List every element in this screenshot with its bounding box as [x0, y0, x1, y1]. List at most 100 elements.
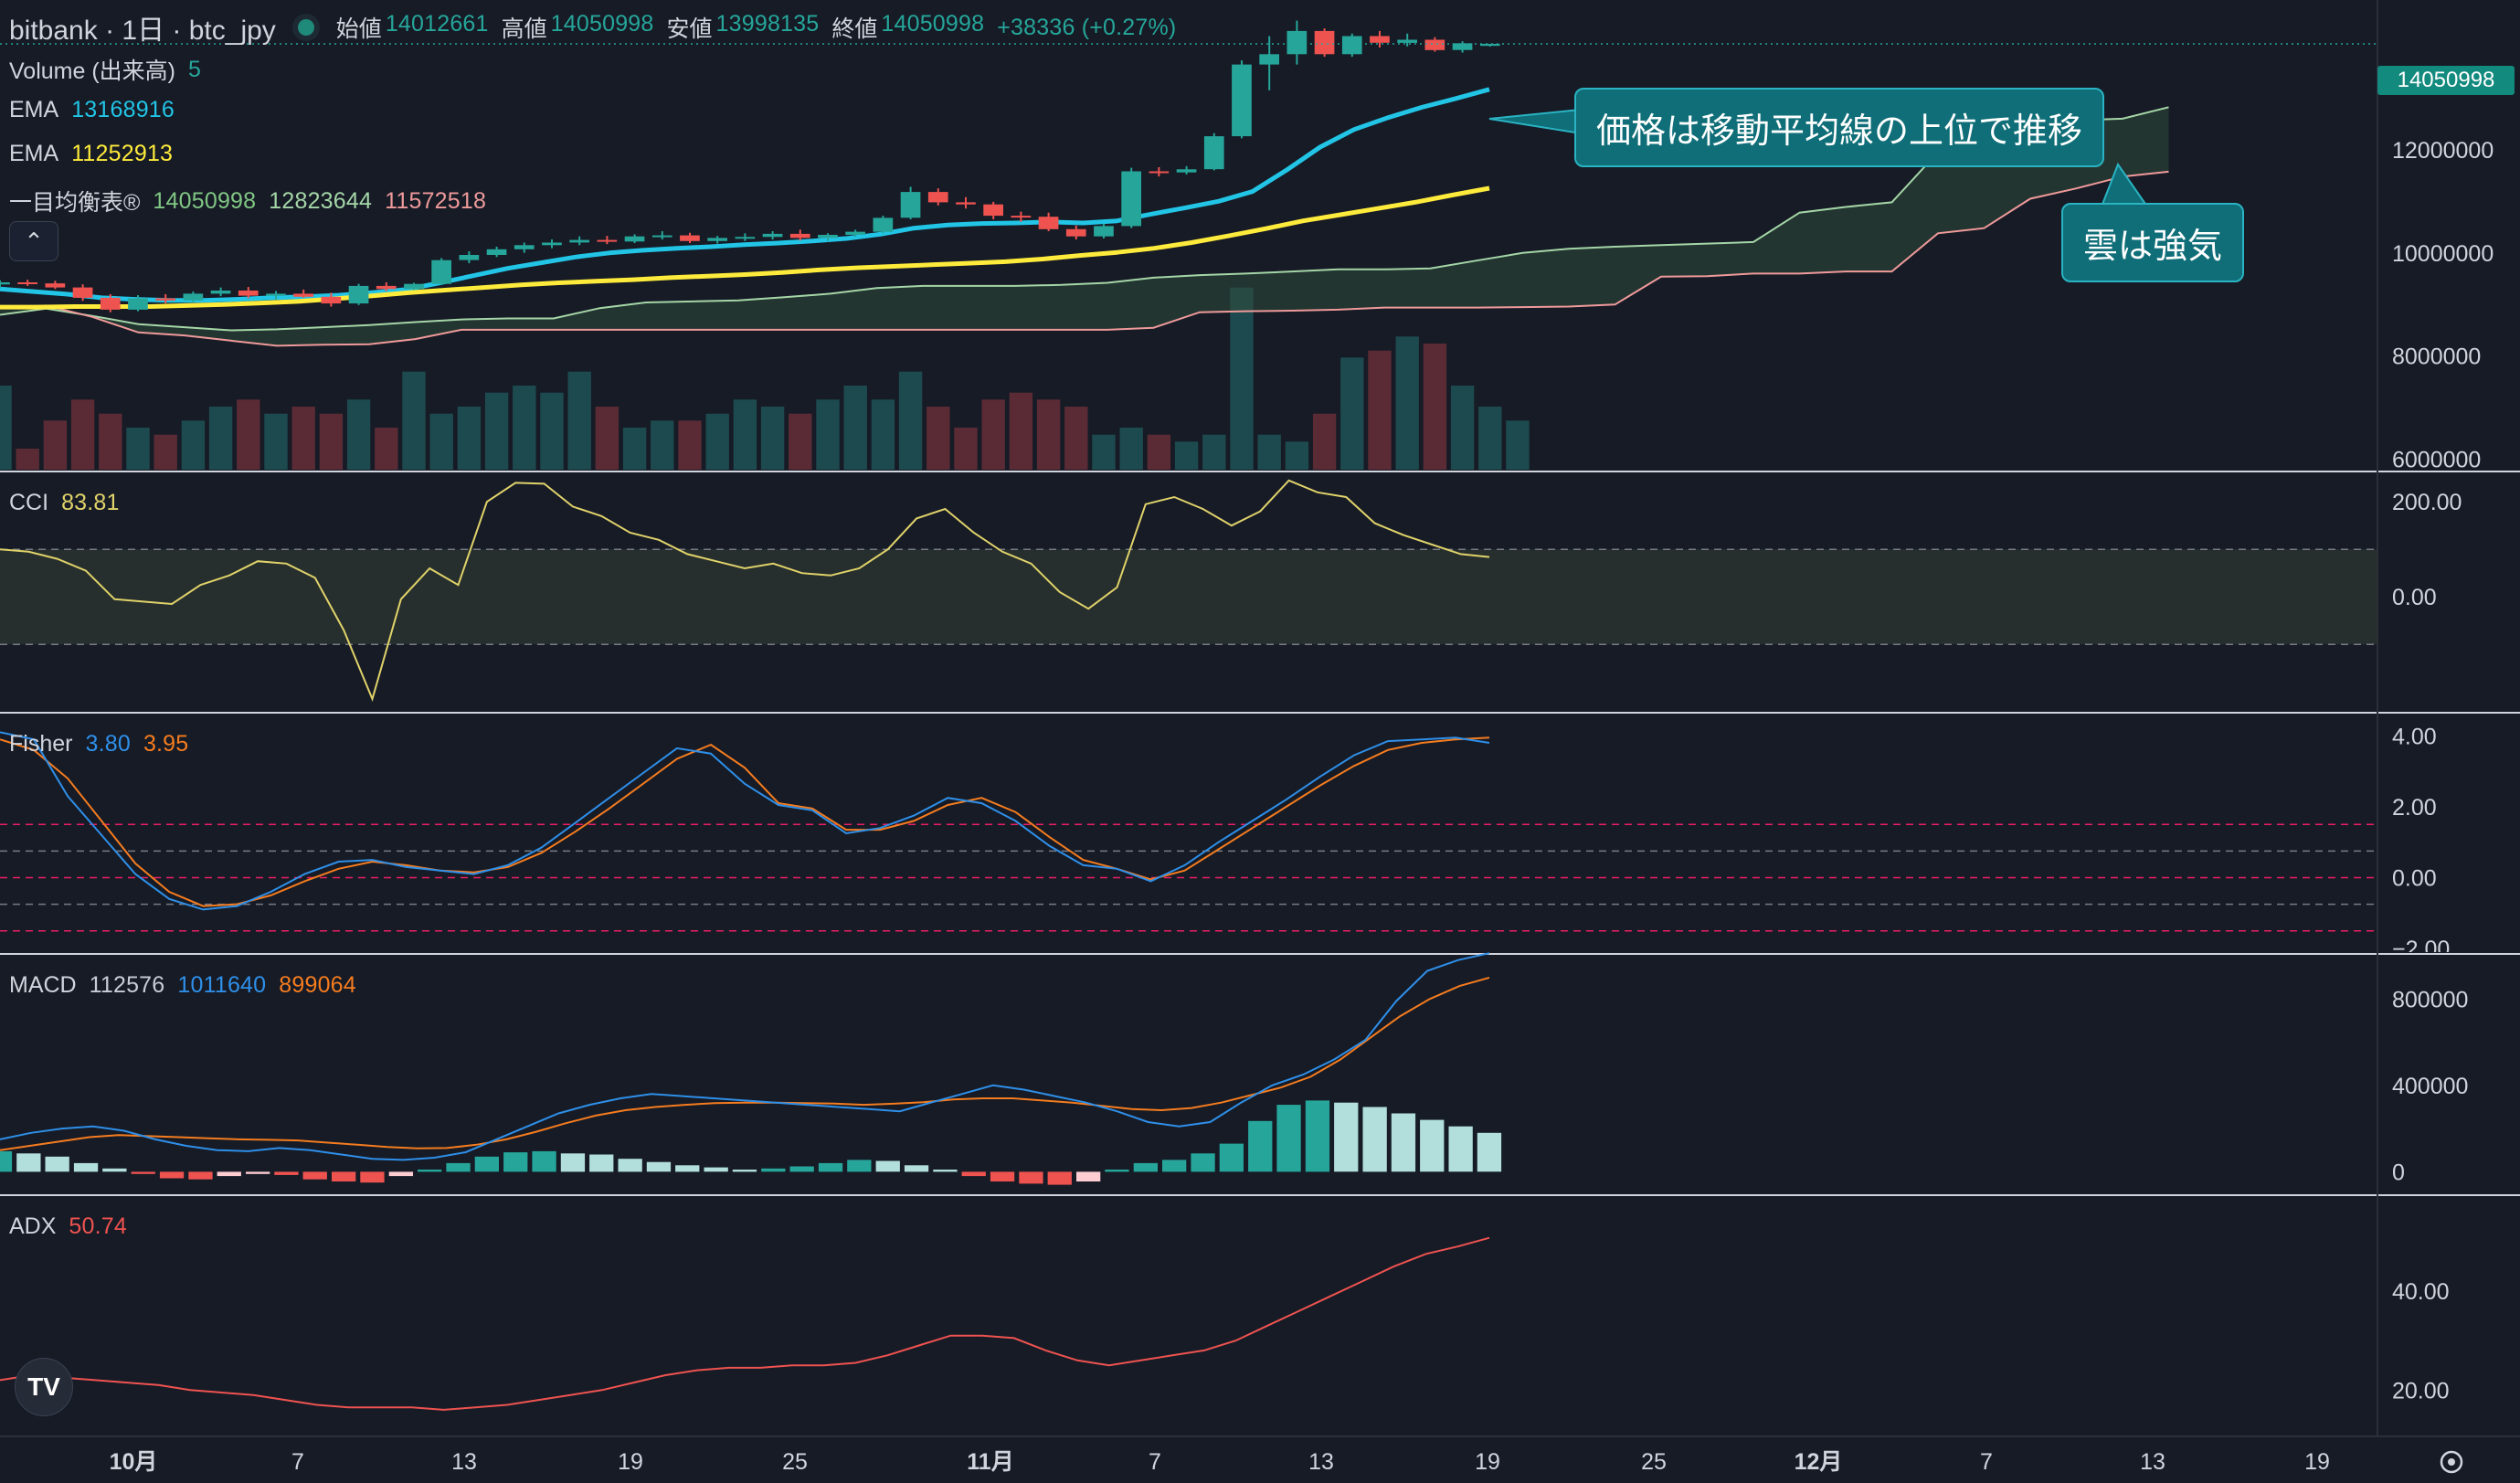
candle-body — [542, 242, 562, 246]
macd-histogram-bar — [446, 1162, 471, 1172]
volume-bar — [457, 407, 482, 470]
ema1-line — [0, 87, 1490, 303]
adx-line — [0, 1236, 1490, 1411]
candle-body — [983, 204, 1003, 217]
volume-bar — [1423, 344, 1447, 470]
macd-histogram-bar — [188, 1171, 213, 1180]
cci-legend[interactable]: CCI 83.81 — [9, 490, 120, 516]
time-axis-tick: 25 — [782, 1449, 808, 1475]
volume-bar — [1174, 441, 1199, 470]
ichimoku-span-b-line — [0, 170, 2169, 347]
volume-bar — [237, 399, 260, 470]
macd-histogram-bar — [761, 1168, 786, 1172]
candle-body — [1286, 30, 1308, 55]
volume-bar — [1368, 350, 1392, 470]
collapse-legend-button[interactable]: ⌃ — [9, 221, 58, 261]
ichimoku-value-1: 14050998 — [153, 187, 257, 214]
price-axis-tick: 12000000 — [2392, 138, 2494, 164]
price-axis-tick: 6000000 — [2392, 448, 2481, 473]
macd-histogram-bar — [532, 1150, 556, 1172]
candle-body — [1121, 171, 1141, 227]
cci-value: 83.81 — [61, 490, 120, 515]
volume-legend[interactable]: Volume (出来高) 5 — [9, 53, 201, 86]
volume-bar — [871, 399, 895, 470]
volume-bar — [898, 371, 923, 470]
fisher-axis-tick: 4.00 — [2392, 724, 2437, 749]
candle-body — [514, 245, 535, 249]
candle-body — [651, 235, 672, 238]
volume-bar — [843, 386, 867, 470]
candle-body — [0, 282, 10, 285]
last-price-badge: 14050998 — [2377, 66, 2515, 95]
ohlc-close: 終値 14050998 — [831, 11, 984, 44]
candle-body — [321, 296, 342, 304]
ichimoku-legend[interactable]: 一目均衡表® 14050998 12823644 11572518 — [9, 185, 486, 217]
macd-legend[interactable]: MACD 112576 1011640 899064 — [9, 972, 356, 999]
cci-label: CCI — [9, 490, 49, 515]
volume-bar — [319, 413, 344, 470]
macd-histogram-bar — [418, 1170, 442, 1172]
candle-body — [1203, 136, 1224, 170]
macd-histogram-bar — [474, 1156, 499, 1172]
candle-body — [238, 291, 259, 296]
candle-body — [1149, 171, 1170, 174]
volume-bar — [1450, 386, 1475, 470]
macd-histogram-bar — [217, 1171, 241, 1177]
volume-bar — [760, 407, 785, 470]
candle-body — [569, 239, 589, 243]
volume-bar — [540, 392, 564, 470]
macd-histogram-bar — [16, 1153, 41, 1172]
macd-histogram-bar — [274, 1171, 299, 1175]
cci-line — [0, 479, 1490, 703]
candle-body — [956, 202, 976, 205]
volume-bar — [16, 449, 39, 470]
ohlc-low: 安値 13998135 — [667, 11, 820, 44]
volume-bar — [1119, 428, 1143, 470]
volume-bar — [181, 420, 206, 470]
candle-body — [1038, 217, 1059, 229]
macd-histogram-bar — [1334, 1102, 1359, 1172]
candle-body — [680, 235, 700, 241]
candle-body — [100, 297, 121, 310]
adx-legend[interactable]: ADX 50.74 — [9, 1213, 127, 1240]
ema2-line — [0, 185, 1490, 310]
candle-body — [293, 293, 313, 297]
macd-histogram-bar — [1162, 1160, 1187, 1172]
macd-histogram-bar — [618, 1159, 642, 1172]
volume-bar — [1036, 399, 1061, 470]
ichimoku-cloud — [0, 107, 2169, 346]
low-label: 安値 — [666, 16, 713, 42]
candle-body — [404, 283, 424, 290]
time-axis-tick: 11月 — [967, 1449, 1013, 1475]
macd-histogram-bar — [302, 1171, 327, 1180]
macd-histogram-bar — [961, 1171, 986, 1177]
volume-bar — [0, 386, 12, 470]
volume-bar — [981, 399, 1005, 470]
candle-body — [762, 233, 783, 238]
candle-body — [1452, 43, 1473, 50]
macd-histogram-bar — [1219, 1143, 1244, 1172]
candle-body — [873, 217, 894, 232]
time-axis-tick: 13 — [1308, 1449, 1334, 1475]
candle-body — [1314, 30, 1335, 55]
macd-histogram-bar — [1420, 1119, 1445, 1172]
settings-gear-icon[interactable] — [2440, 1450, 2463, 1474]
volume-bar — [375, 428, 398, 470]
ohlc-high: 高値 14050998 — [502, 11, 654, 44]
ema1-legend[interactable]: EMA 13168916 — [9, 97, 175, 123]
close-label: 終値 — [831, 16, 878, 42]
cloud-callout[interactable]: 雲は強気 — [2061, 203, 2245, 282]
adx-label: ADX — [9, 1213, 57, 1239]
ichimoku-label: 一目均衡表® — [9, 190, 141, 216]
macd-histogram-bar — [360, 1171, 385, 1183]
symbol-label[interactable]: bitbank · 1日 · btc_jpy — [9, 16, 276, 46]
fisher-legend[interactable]: Fisher 3.80 3.95 — [9, 731, 188, 757]
tradingview-logo-icon[interactable]: TV — [15, 1358, 73, 1416]
candle-body — [818, 235, 838, 238]
ma-callout[interactable]: 価格は移動平均線の上位で推移 — [1574, 88, 2105, 167]
volume-bar — [402, 371, 426, 470]
ema2-legend[interactable]: EMA 11252913 — [9, 141, 173, 167]
macd-histogram-bar — [332, 1171, 356, 1181]
price-axis-tick: 8000000 — [2392, 344, 2481, 370]
chevron-up-icon: ⌃ — [24, 227, 44, 255]
